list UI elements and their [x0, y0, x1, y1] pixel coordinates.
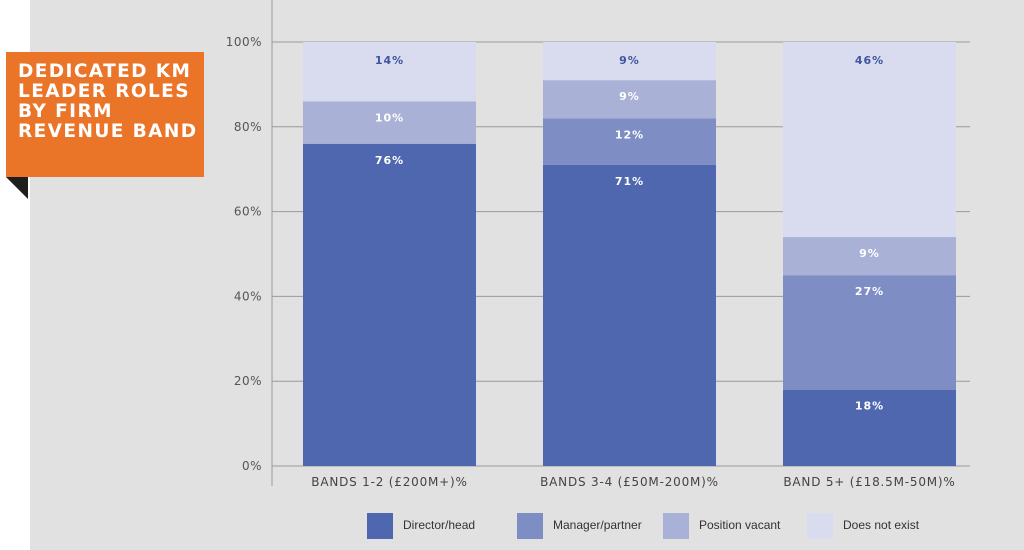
legend-swatch-manager [517, 513, 543, 539]
legend-swatch-director [367, 513, 393, 539]
data-label: 14% [375, 54, 404, 67]
legend-label-manager: Manager/partner [553, 518, 642, 532]
y-tick-label: 60% [234, 205, 262, 219]
data-label: 71% [615, 175, 644, 188]
bar-director [303, 143, 476, 466]
data-label: 18% [855, 400, 884, 413]
data-label: 46% [855, 54, 884, 67]
x-category-label: BAND 5+ (£18.5M-50M)% [783, 475, 955, 489]
data-label: 76% [375, 154, 404, 167]
title-banner-fold [6, 177, 28, 199]
data-label: 9% [859, 247, 880, 260]
data-label: 12% [615, 128, 644, 141]
legend-label-director: Director/head [403, 518, 476, 532]
data-label: 9% [619, 54, 640, 67]
chart-title: DEDICATED KM LEADER ROLES BY FIRM REVENU… [18, 61, 198, 142]
bar-director [543, 164, 716, 466]
bar-manager [543, 118, 716, 165]
data-label: 10% [375, 111, 404, 124]
bar-notexist [783, 42, 956, 238]
legend-swatch-vacant [663, 513, 689, 539]
y-tick-label: 0% [242, 459, 262, 473]
bar-vacant [303, 101, 476, 144]
legend-label-notexist: Does not exist [843, 518, 920, 532]
bar-vacant [543, 80, 716, 119]
data-label: 9% [619, 90, 640, 103]
y-tick-label: 80% [234, 120, 262, 134]
y-tick-label: 40% [234, 289, 262, 303]
title-banner [6, 52, 204, 177]
y-tick-label: 20% [234, 374, 262, 388]
legend-swatch-notexist [807, 513, 833, 539]
bar-manager [783, 275, 956, 390]
bar-director [783, 389, 956, 466]
y-tick-label: 100% [226, 35, 262, 49]
bar-notexist [543, 42, 716, 81]
data-label: 27% [855, 285, 884, 298]
x-category-label: BANDS 3-4 (£50M-200M)% [540, 475, 719, 489]
legend-label-vacant: Position vacant [699, 518, 781, 532]
bar-notexist [303, 42, 476, 102]
x-category-label: BANDS 1-2 (£200M+)% [311, 475, 467, 489]
bar-vacant [783, 237, 956, 276]
